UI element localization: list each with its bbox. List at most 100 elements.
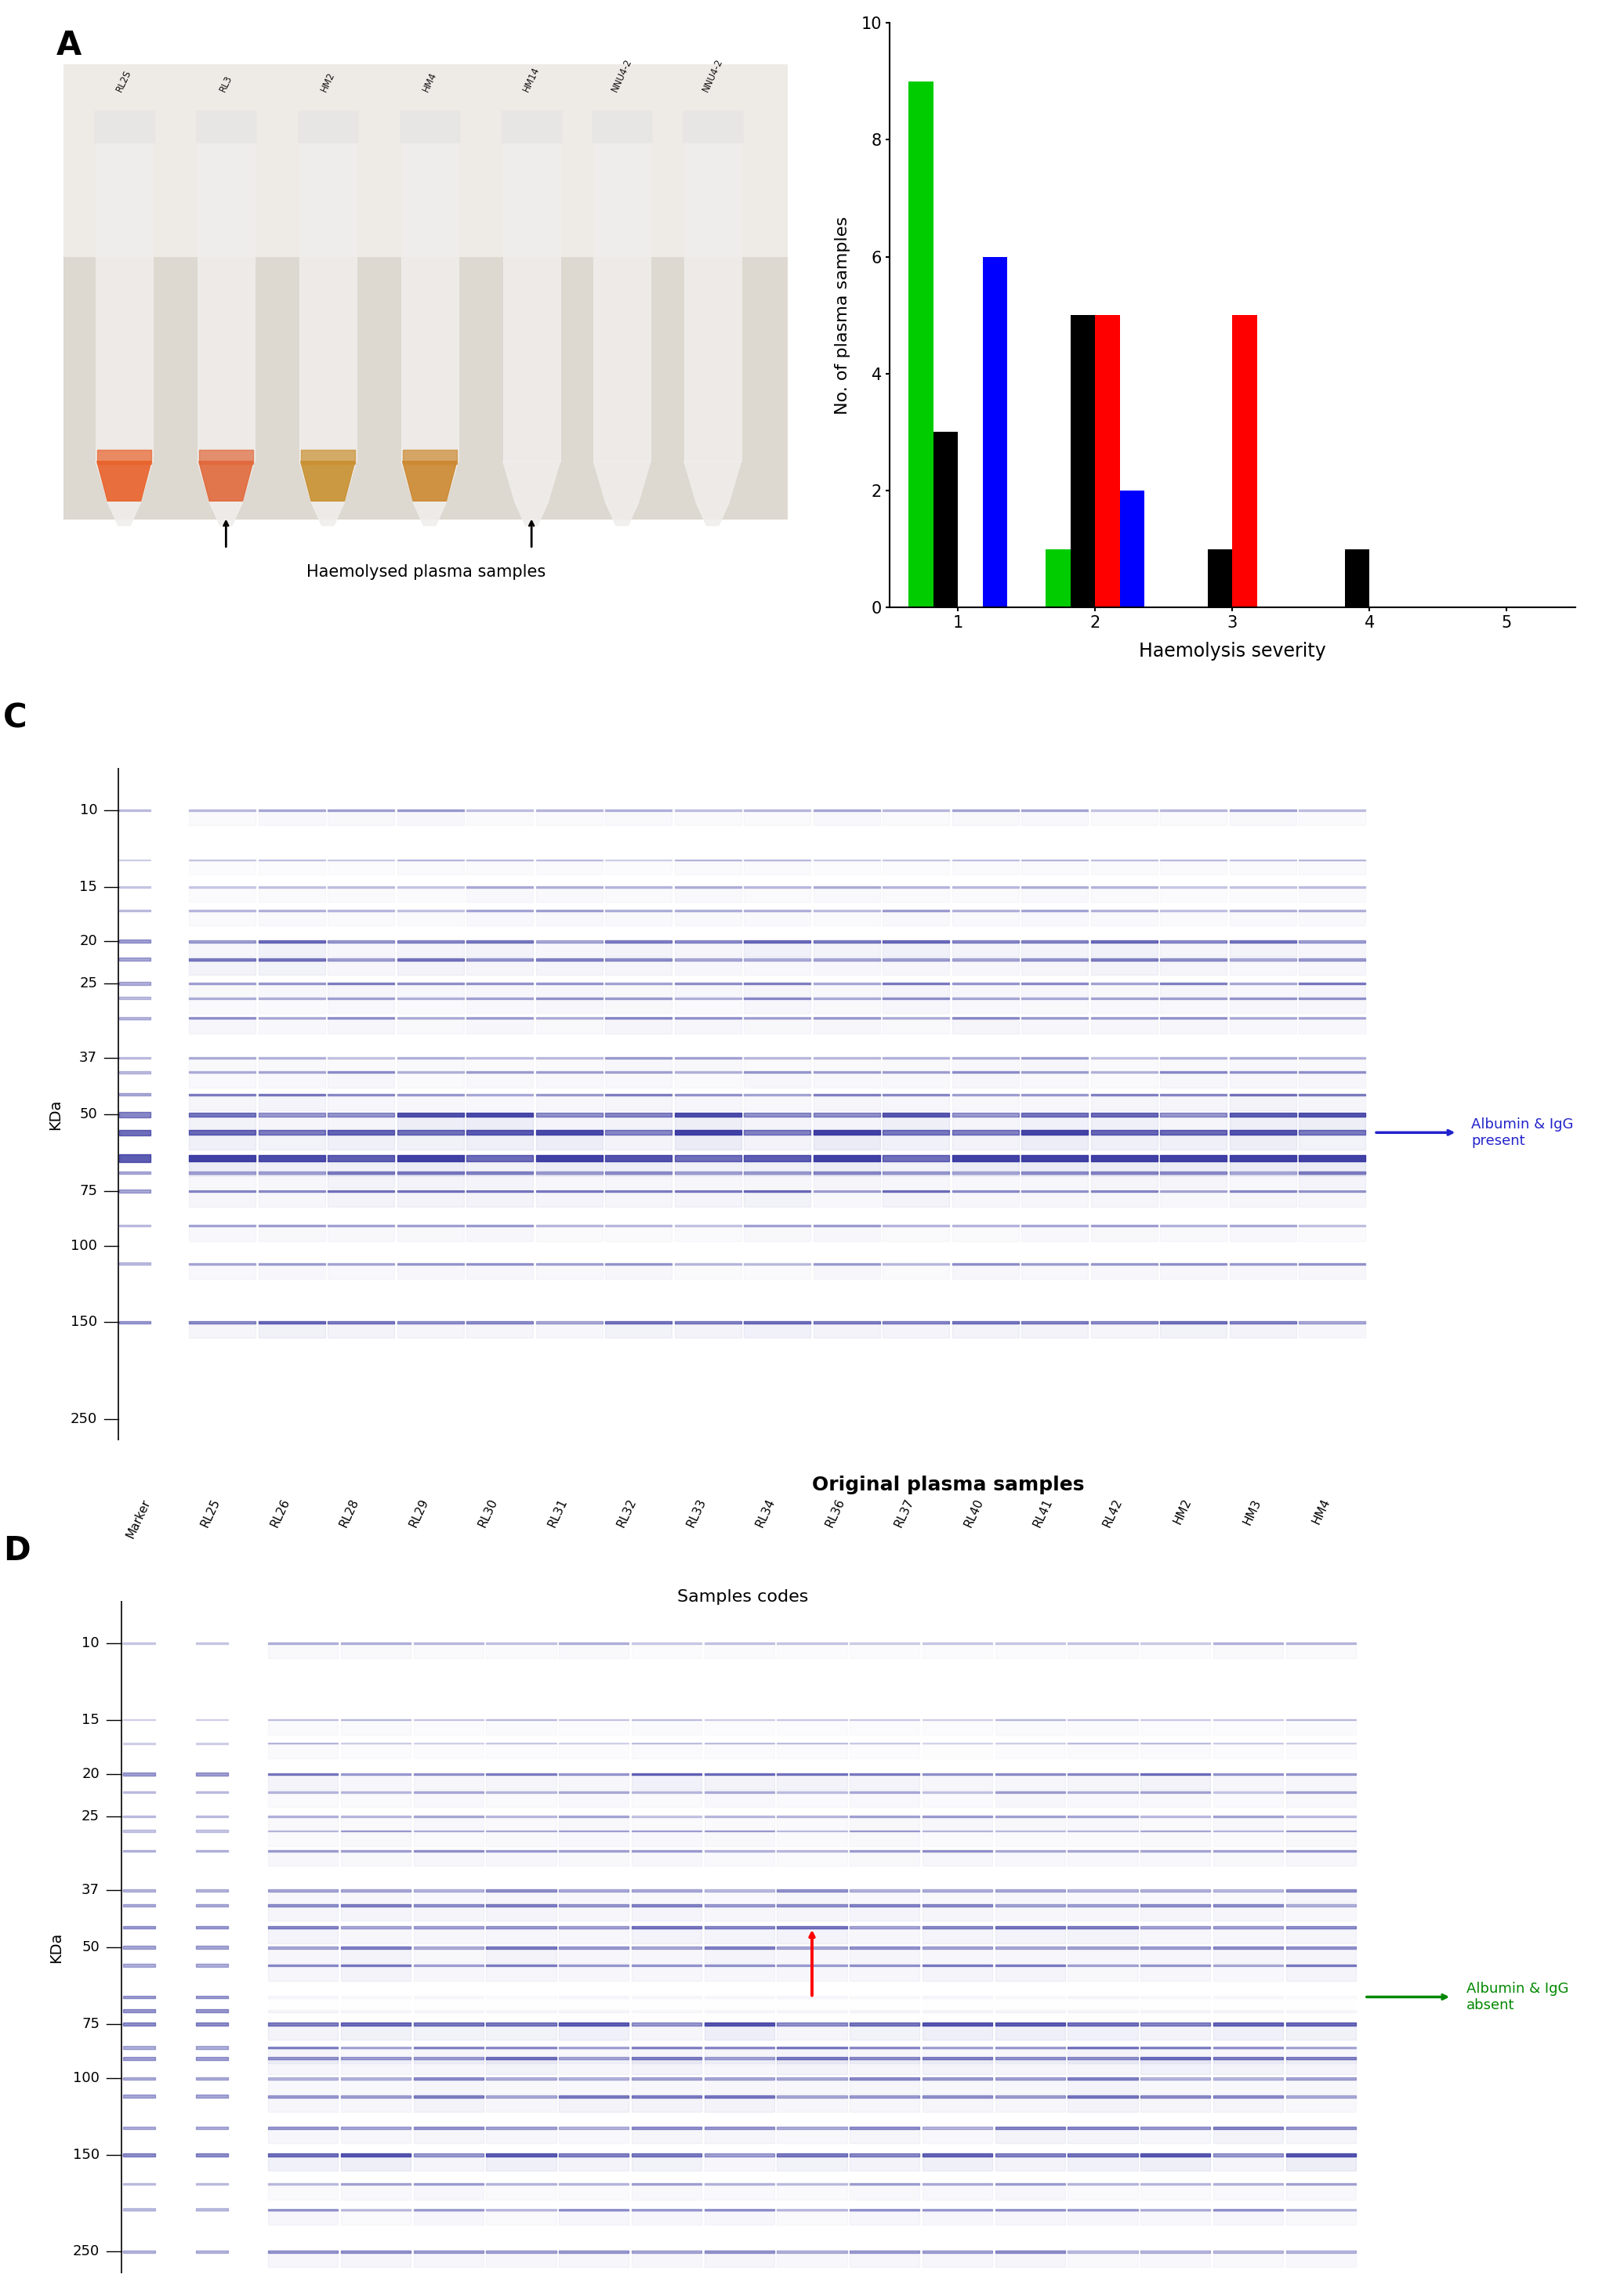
Text: HM14: HM14 xyxy=(521,64,542,94)
Bar xyxy=(96,140,153,461)
Polygon shape xyxy=(606,503,638,526)
Text: D: D xyxy=(3,1534,31,1568)
Bar xyxy=(63,64,788,519)
Polygon shape xyxy=(401,461,458,503)
Bar xyxy=(593,140,651,461)
Text: KDa: KDa xyxy=(49,1100,63,1130)
Bar xyxy=(297,110,357,142)
Polygon shape xyxy=(697,503,729,526)
Bar xyxy=(400,110,460,142)
Polygon shape xyxy=(403,461,456,501)
Text: RL36: RL36 xyxy=(823,1497,846,1529)
Text: 250: 250 xyxy=(73,2245,99,2259)
Bar xyxy=(1121,491,1145,608)
Text: HM2: HM2 xyxy=(318,71,336,94)
Text: Albumin & IgG
absent: Albumin & IgG absent xyxy=(1466,1981,1569,2011)
Text: Samples codes: Samples codes xyxy=(677,1589,809,1605)
Text: 50: 50 xyxy=(81,1940,99,1954)
Text: RL37: RL37 xyxy=(893,1497,916,1529)
Polygon shape xyxy=(198,461,255,503)
Text: 150: 150 xyxy=(73,2149,99,2163)
Polygon shape xyxy=(515,503,549,526)
Text: 15: 15 xyxy=(80,879,97,893)
Bar xyxy=(502,110,562,142)
Text: RL31: RL31 xyxy=(546,1497,568,1529)
Text: RL33: RL33 xyxy=(684,1497,708,1529)
Polygon shape xyxy=(300,461,356,501)
Bar xyxy=(401,140,458,461)
Text: C: C xyxy=(3,703,28,735)
Text: Marker: Marker xyxy=(125,1497,153,1541)
Text: 20: 20 xyxy=(80,934,97,948)
Text: HM4: HM4 xyxy=(421,71,438,94)
Text: KDa: KDa xyxy=(49,1931,63,1963)
Bar xyxy=(299,140,357,461)
Text: 37: 37 xyxy=(81,1883,99,1896)
Polygon shape xyxy=(198,461,253,501)
Text: 250: 250 xyxy=(70,1412,97,1426)
Text: 100: 100 xyxy=(71,1238,97,1254)
Text: HM2: HM2 xyxy=(1171,1497,1194,1527)
Polygon shape xyxy=(209,503,242,526)
Text: 100: 100 xyxy=(73,2071,99,2085)
Polygon shape xyxy=(412,503,447,526)
Y-axis label: No. of plasma samples: No. of plasma samples xyxy=(835,216,851,413)
Bar xyxy=(503,140,560,461)
Bar xyxy=(1070,315,1095,608)
Bar xyxy=(591,110,653,142)
Bar xyxy=(198,140,255,461)
Text: Albumin & IgG
present: Albumin & IgG present xyxy=(1471,1118,1574,1148)
Text: RL41: RL41 xyxy=(1031,1497,1056,1529)
Polygon shape xyxy=(684,461,741,503)
Bar xyxy=(1095,315,1121,608)
Text: HM3: HM3 xyxy=(1241,1497,1263,1527)
Text: RL30: RL30 xyxy=(476,1497,500,1529)
Bar xyxy=(94,110,154,142)
Bar xyxy=(1345,549,1369,608)
Text: 15: 15 xyxy=(81,1713,99,1727)
Text: RL28: RL28 xyxy=(338,1497,361,1529)
Polygon shape xyxy=(97,461,151,501)
Text: 75: 75 xyxy=(81,2016,99,2032)
Bar xyxy=(682,110,742,142)
Text: Original plasma samples: Original plasma samples xyxy=(812,1474,1085,1495)
Bar xyxy=(300,450,356,464)
Text: RL26: RL26 xyxy=(268,1497,292,1529)
Text: 10: 10 xyxy=(81,1637,99,1651)
Text: 150: 150 xyxy=(70,1316,97,1329)
Text: Haemolysed plasma samples: Haemolysed plasma samples xyxy=(307,565,546,581)
Text: 25: 25 xyxy=(80,976,97,990)
Bar xyxy=(684,140,741,461)
Bar xyxy=(1233,315,1257,608)
Bar xyxy=(197,110,257,142)
Bar xyxy=(198,450,253,464)
Polygon shape xyxy=(312,503,344,526)
Bar xyxy=(909,80,934,608)
Bar xyxy=(63,64,788,257)
Text: RL42: RL42 xyxy=(1101,1497,1124,1529)
Bar xyxy=(403,450,456,464)
Bar xyxy=(983,257,1007,608)
Text: NNU4-2: NNU4-2 xyxy=(611,57,633,94)
Text: RL3: RL3 xyxy=(218,73,234,94)
Text: 10: 10 xyxy=(80,804,97,817)
Text: A: A xyxy=(57,30,81,62)
Text: HM4: HM4 xyxy=(1311,1497,1332,1527)
Text: 50: 50 xyxy=(80,1107,97,1123)
Bar xyxy=(1046,549,1070,608)
Polygon shape xyxy=(299,461,357,503)
Text: RL40: RL40 xyxy=(961,1497,986,1529)
Polygon shape xyxy=(107,503,141,526)
Polygon shape xyxy=(503,461,560,503)
X-axis label: Haemolysis severity: Haemolysis severity xyxy=(1138,641,1325,661)
Bar xyxy=(97,450,151,464)
Bar xyxy=(934,432,958,608)
Text: RL32: RL32 xyxy=(615,1497,638,1529)
Text: 25: 25 xyxy=(81,1809,99,1823)
Text: RL34: RL34 xyxy=(754,1497,778,1529)
Text: NNU4-2: NNU4-2 xyxy=(700,57,724,94)
Bar xyxy=(1208,549,1233,608)
Polygon shape xyxy=(96,461,153,503)
Text: 75: 75 xyxy=(80,1185,97,1199)
Text: RL2S: RL2S xyxy=(115,69,133,94)
